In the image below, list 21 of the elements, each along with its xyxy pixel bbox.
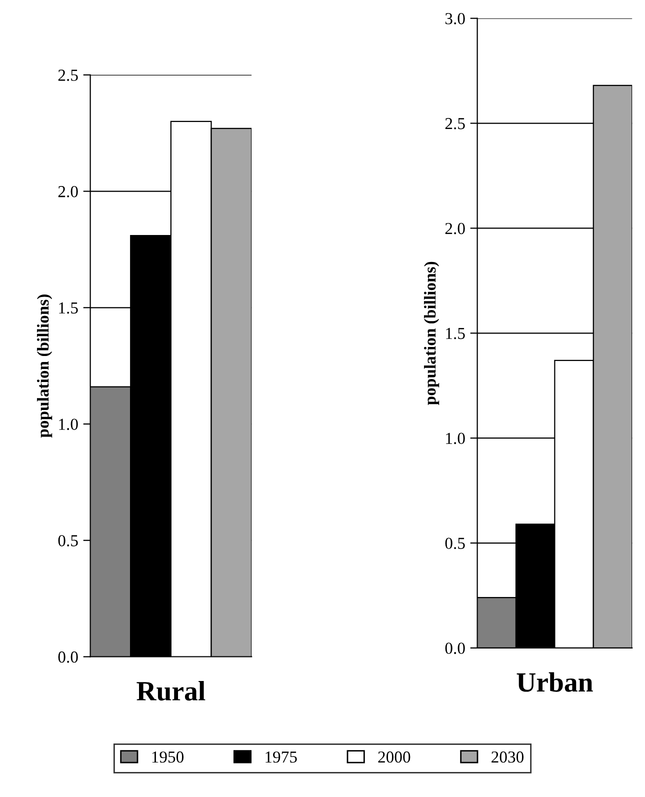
- y-tick-label: 2.0: [445, 222, 465, 234]
- legend-label: 1975: [266, 751, 297, 763]
- y-tick-label: 2.0: [58, 186, 78, 198]
- y-tick-label: 0.5: [58, 535, 78, 546]
- legend-label: 1950: [152, 751, 184, 763]
- x-axis-title: Urban: [516, 672, 593, 692]
- legend-label: 2030: [492, 751, 524, 763]
- y-tick-label: 0.5: [445, 538, 465, 550]
- y-tick-label: 1.0: [59, 418, 78, 430]
- x-axis-title: Rural: [136, 681, 206, 701]
- y-axis-title: population (billions): [36, 294, 52, 438]
- y-tick-label: 3.0: [445, 13, 465, 24]
- y-tick-label: 0.0: [58, 651, 78, 663]
- y-tick-label: 1.0: [446, 432, 465, 444]
- y-tick-label: 0.0: [445, 642, 465, 654]
- legend-label: 2000: [378, 751, 410, 763]
- y-tick-label: 1.5: [59, 302, 78, 314]
- y-tick-label: 1.5: [446, 328, 465, 340]
- y-tick-label: 2.5: [445, 118, 465, 130]
- y-tick-label: 2.5: [58, 70, 78, 81]
- y-axis-title: population (billions): [424, 262, 440, 405]
